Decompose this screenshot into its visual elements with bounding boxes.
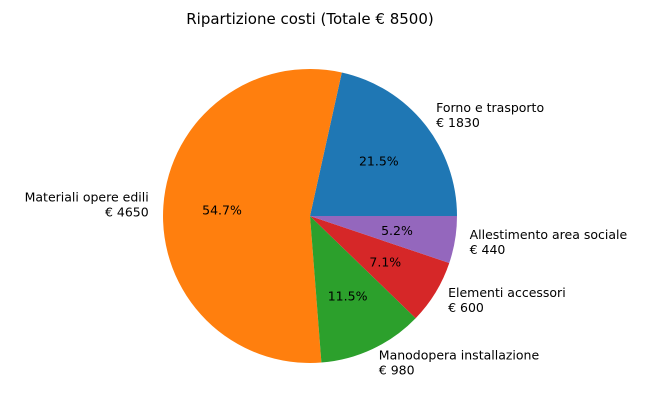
slice-value-label: € 440 bbox=[470, 242, 506, 257]
slice-category-label: Forno e trasporto bbox=[436, 100, 544, 115]
slice-value-label: € 600 bbox=[448, 300, 484, 315]
pie-slice bbox=[163, 69, 342, 364]
pie-slices bbox=[163, 69, 457, 364]
pie-slice bbox=[310, 72, 457, 216]
slice-percent-label: 21.5% bbox=[359, 153, 399, 168]
slice-value-label: € 980 bbox=[379, 362, 415, 377]
pie-labels: 21.5% Forno e trasporto€ 1830 54.7% Materia… bbox=[25, 100, 628, 377]
slice-category-label: Allestimento area sociale bbox=[470, 227, 628, 242]
chart-title: Ripartizione costi (Totale € 8500) bbox=[186, 10, 434, 28]
slice-percent-label: 11.5% bbox=[328, 288, 368, 303]
slice-value-label: € 4650 bbox=[105, 205, 149, 220]
pie-slice bbox=[310, 216, 416, 363]
slice-percent-label: 5.2% bbox=[381, 223, 413, 238]
pie-slice bbox=[310, 216, 450, 319]
slice-category-label: Materiali opere edili bbox=[25, 190, 149, 205]
slice-category-label: Elementi accessori bbox=[448, 285, 566, 300]
pie-slice bbox=[310, 216, 457, 263]
slice-percent-label: 7.1% bbox=[369, 254, 401, 269]
slice-percent-label: 54.7% bbox=[202, 202, 242, 217]
slice-category-label: Manodopera installazione bbox=[379, 347, 540, 362]
slice-value-label: € 1830 bbox=[436, 115, 480, 130]
